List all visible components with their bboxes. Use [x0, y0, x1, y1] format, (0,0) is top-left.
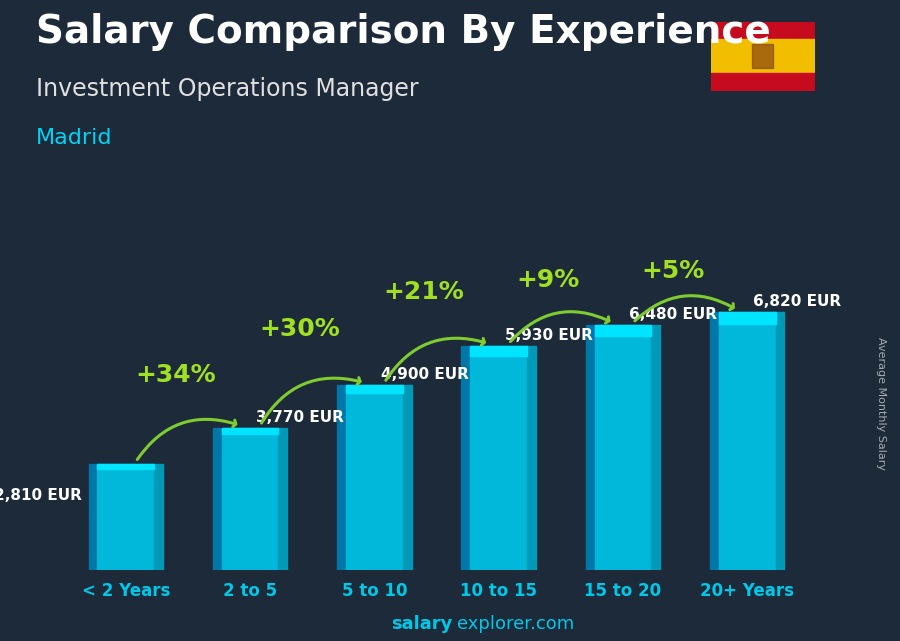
Bar	[719, 312, 776, 324]
Bar	[595, 325, 652, 570]
Bar	[710, 312, 719, 570]
Text: +21%: +21%	[383, 279, 464, 304]
Text: +34%: +34%	[135, 363, 216, 387]
Text: Madrid: Madrid	[36, 128, 112, 148]
Bar	[711, 39, 814, 73]
Text: Investment Operations Manager: Investment Operations Manager	[36, 77, 419, 101]
Bar	[338, 385, 346, 570]
FancyBboxPatch shape	[706, 17, 820, 96]
Text: explorer.com: explorer.com	[457, 615, 574, 633]
Bar	[97, 464, 154, 469]
Text: 3,770 EUR: 3,770 EUR	[256, 410, 344, 425]
Text: salary: salary	[392, 615, 453, 633]
Bar	[595, 325, 652, 336]
Bar	[711, 73, 814, 90]
Text: 2,810 EUR: 2,810 EUR	[0, 488, 82, 503]
Bar	[278, 428, 287, 570]
Bar	[652, 325, 661, 570]
Bar	[462, 346, 471, 570]
Bar	[212, 428, 221, 570]
Bar	[752, 44, 773, 68]
Bar	[346, 385, 402, 393]
Bar	[586, 325, 595, 570]
Text: +9%: +9%	[517, 268, 580, 292]
Text: Average Monthly Salary: Average Monthly Salary	[877, 337, 886, 470]
Bar	[97, 464, 154, 570]
Bar	[776, 312, 785, 570]
Bar	[711, 22, 814, 39]
Bar	[402, 385, 411, 570]
Text: 6,820 EUR: 6,820 EUR	[753, 294, 842, 309]
Bar	[221, 428, 278, 570]
Text: +30%: +30%	[259, 317, 340, 341]
Text: 6,480 EUR: 6,480 EUR	[629, 307, 717, 322]
Text: +5%: +5%	[641, 259, 705, 283]
Bar	[471, 346, 527, 356]
Bar	[88, 464, 97, 570]
Text: Salary Comparison By Experience: Salary Comparison By Experience	[36, 13, 770, 51]
Bar	[221, 428, 278, 434]
Bar	[719, 312, 776, 570]
Bar	[471, 346, 527, 570]
Bar	[346, 385, 402, 570]
Bar	[154, 464, 163, 570]
Text: 4,900 EUR: 4,900 EUR	[381, 367, 468, 382]
Bar	[527, 346, 536, 570]
Text: 5,930 EUR: 5,930 EUR	[505, 328, 593, 343]
